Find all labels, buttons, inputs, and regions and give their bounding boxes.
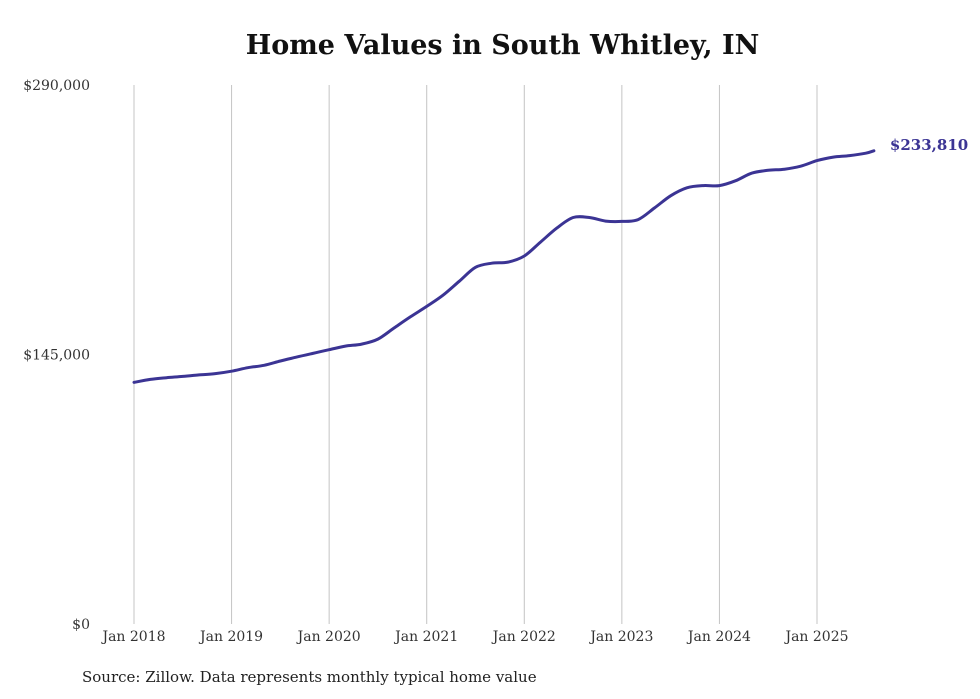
chart-title: Home Values in South Whitley, IN (245, 30, 760, 61)
series-lines (132, 149, 876, 384)
y-axis: $0 $145,000 $290,000 (23, 78, 90, 633)
y-tick-label: $145,000 (23, 348, 90, 364)
x-tick-label: Jan 2025 (783, 629, 848, 645)
end-labels: $233,810 (890, 136, 968, 154)
gridlines (133, 85, 818, 624)
x-axis: Jan 2018 Jan 2019 Jan 2020 Jan 2021 Jan 2022… (100, 629, 848, 645)
end-value-label: $233,810 (890, 136, 968, 154)
y-tick-label: $290,000 (23, 78, 90, 94)
source-note: Source: Zillow. Data represents monthly … (82, 668, 537, 686)
y-tick-label: $0 (72, 617, 90, 633)
x-tick-label: Jan 2020 (296, 629, 361, 645)
x-tick-label: Jan 2019 (198, 629, 263, 645)
series-line (132, 149, 876, 384)
x-tick-label: Jan 2018 (100, 629, 165, 645)
x-tick-label: Jan 2023 (588, 629, 653, 645)
x-tick-label: Jan 2024 (686, 629, 751, 645)
x-tick-label: Jan 2021 (393, 629, 458, 645)
x-tick-label: Jan 2022 (491, 629, 556, 645)
